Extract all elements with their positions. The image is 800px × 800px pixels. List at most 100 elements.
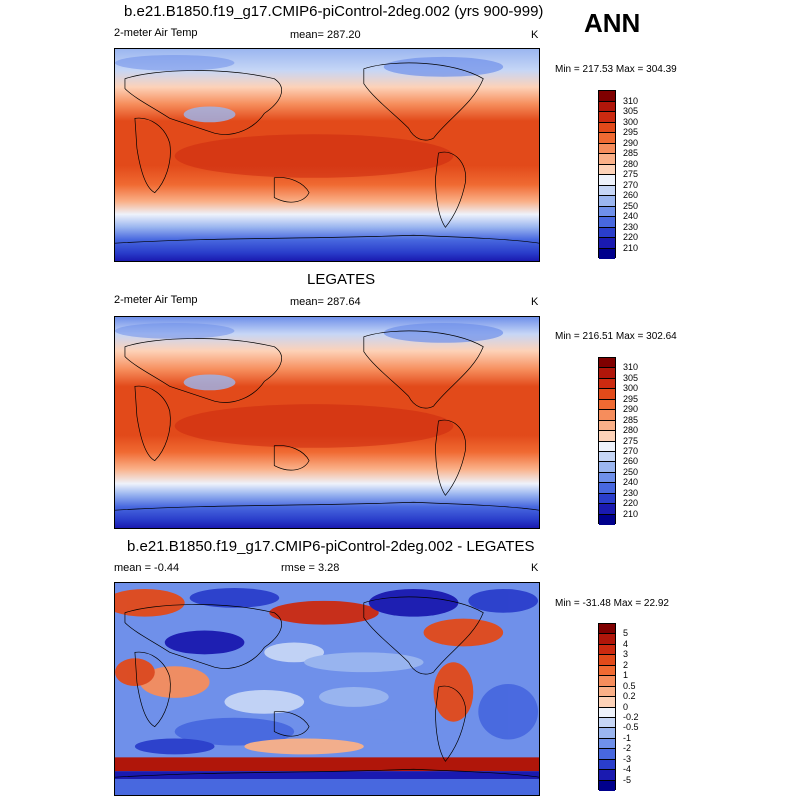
cbar1-seg — [599, 217, 615, 228]
cbar1-label: 310 — [623, 95, 639, 106]
cbar3-seg — [599, 738, 615, 750]
cbar2-seg — [599, 441, 615, 452]
cbar1-label: 210 — [623, 242, 639, 253]
cbar3-seg — [599, 770, 615, 781]
cbar1-label: 285 — [623, 148, 639, 158]
panel3-mean-label: mean = -0.44 — [114, 562, 180, 574]
cbar2-label: 220 — [623, 498, 639, 509]
panel3-map-difference — [114, 582, 540, 796]
cbar1-label: 230 — [623, 221, 639, 232]
cbar3-label: -1 — [623, 732, 632, 743]
cbar3-label: 2 — [623, 659, 629, 670]
panel2-colorbar — [598, 357, 616, 525]
cbar3-seg — [599, 624, 615, 635]
cbar2-seg — [599, 431, 615, 442]
cbar3-label: 4 — [623, 638, 629, 649]
cbar2-seg — [599, 399, 615, 411]
panel3-colorbar — [598, 623, 616, 791]
panel2-title: LEGATES — [307, 271, 376, 288]
cbar2-seg — [599, 451, 615, 463]
cbar2-seg — [599, 504, 615, 515]
cbar2-label: 270 — [623, 446, 639, 456]
cbar3-label: -2 — [623, 743, 632, 754]
cbar3-seg — [599, 707, 615, 718]
cbar1-seg — [599, 227, 615, 238]
cbar2-label: 250 — [623, 466, 639, 477]
cbar1-seg — [599, 133, 615, 144]
panel1-variable-label: 2-meter Air Temp — [114, 27, 198, 39]
cbar1-seg — [599, 196, 615, 207]
cbar1-label: 220 — [623, 232, 639, 242]
cbar1-seg — [599, 91, 615, 102]
panel2-unit-label: K — [531, 296, 539, 308]
cbar1-label: 250 — [623, 200, 639, 211]
panel1-title: b.e21.B1850.f19_g17.CMIP6-piControl-2deg… — [124, 3, 544, 20]
panel1-unit-label: K — [531, 29, 539, 41]
panel1-minmax: Min = 217.53 Max = 304.39 — [555, 64, 677, 75]
cbar1-seg — [599, 122, 615, 133]
cbar3-label: 3 — [623, 649, 629, 660]
panel3-title: b.e21.B1850.f19_g17.CMIP6-piControl-2deg… — [127, 538, 535, 555]
cbar2-label: 260 — [623, 456, 639, 467]
cbar3-seg — [599, 697, 615, 708]
cbar3-label: -3 — [623, 753, 632, 764]
cbar2-seg — [599, 514, 615, 525]
cbar2-seg — [599, 472, 615, 484]
cbar3-label: -5 — [623, 774, 632, 785]
cbar2-seg — [599, 358, 615, 369]
cbar1-seg — [599, 143, 615, 154]
cbar1-seg — [599, 185, 615, 196]
panel1-mean-label: mean= 287.20 — [290, 29, 361, 41]
cbar3-seg — [599, 665, 615, 677]
cbar3-seg — [599, 644, 615, 656]
cbar2-label: 305 — [623, 372, 639, 383]
cbar2-seg — [599, 493, 615, 505]
cbar3-seg — [599, 728, 615, 739]
cbar2-seg — [599, 410, 615, 421]
panel2-variable-label: 2-meter Air Temp — [114, 294, 198, 306]
cbar2-seg — [599, 483, 615, 494]
panel3-rmse-label: rmse = 3.28 — [281, 562, 340, 574]
cbar3-label: 0.2 — [623, 691, 636, 702]
cbar3-seg — [599, 780, 615, 791]
cbar2-seg — [599, 462, 615, 473]
cbar1-seg — [599, 175, 615, 186]
cbar1-seg — [599, 164, 615, 175]
cbar3-label: 0.5 — [623, 680, 636, 691]
cbar2-label: 280 — [623, 425, 639, 436]
cbar1-seg — [599, 206, 615, 217]
cbar2-label: 240 — [623, 477, 639, 488]
cbar1-seg — [599, 101, 615, 112]
panel2-mean-label: mean= 287.64 — [290, 296, 361, 308]
cbar2-label: 295 — [623, 393, 639, 404]
cbar2-seg — [599, 389, 615, 400]
cbar3-label: 0 — [623, 701, 629, 712]
cbar1-label: 300 — [623, 116, 639, 127]
panel2-map-observations — [114, 316, 540, 529]
cbar2-label: 290 — [623, 404, 639, 415]
cbar2-seg — [599, 378, 615, 390]
cbar3-label: -4 — [623, 764, 632, 775]
cbar2-label: 285 — [623, 414, 639, 425]
cbar2-seg — [599, 368, 615, 379]
cbar3-label: 5 — [623, 628, 629, 639]
cbar2-label: 300 — [623, 383, 639, 394]
cbar2-seg — [599, 420, 615, 432]
cbar1-seg — [599, 248, 615, 259]
season-label: ANN — [584, 8, 641, 38]
cbar1-label: 295 — [623, 127, 639, 137]
cbar2-label: 310 — [623, 362, 639, 373]
panel3-minmax: Min = -31.48 Max = 22.92 — [555, 598, 669, 609]
cbar1-seg — [599, 154, 615, 165]
cbar3-seg — [599, 655, 615, 666]
cbar2-label: 275 — [623, 435, 639, 446]
cbar2-label: 210 — [623, 508, 639, 519]
cbar3-seg — [599, 749, 615, 760]
cbar3-label: -0.5 — [623, 722, 639, 733]
cbar1-seg — [599, 112, 615, 123]
cbar3-label: 1 — [623, 670, 629, 681]
cbar1-label: 275 — [623, 169, 639, 179]
panel1-map-model — [114, 48, 540, 262]
panel1-colorbar — [598, 90, 616, 259]
cbar2-label: 230 — [623, 487, 639, 498]
